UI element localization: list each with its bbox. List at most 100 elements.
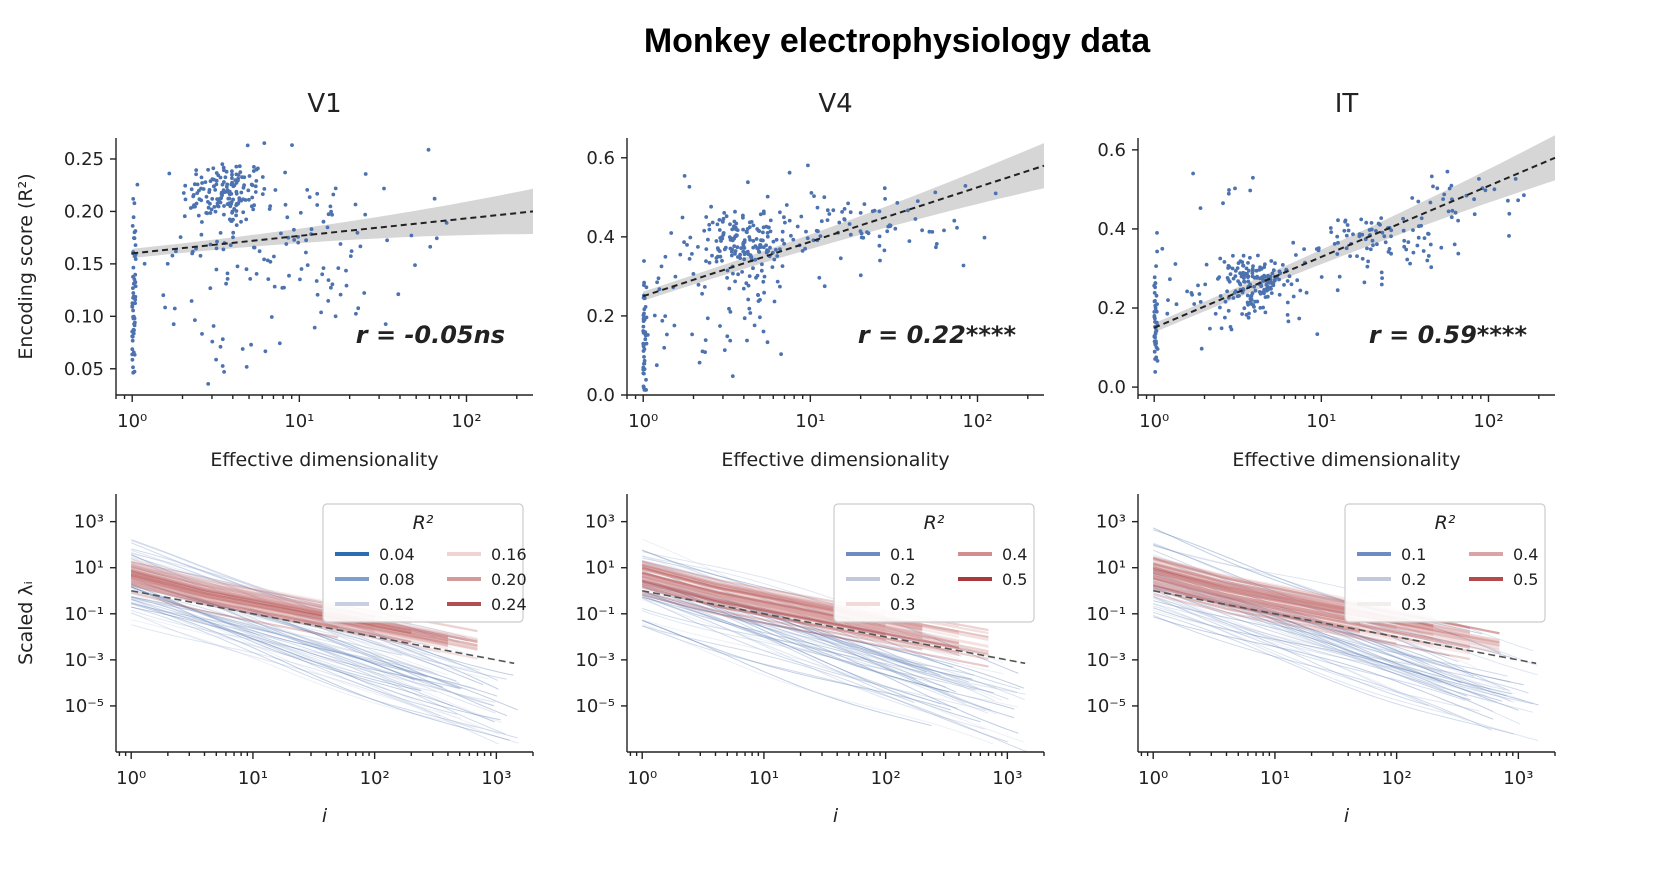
data-point bbox=[1389, 234, 1393, 239]
data-point bbox=[1435, 186, 1440, 191]
data-point bbox=[696, 245, 700, 249]
data-point bbox=[1248, 255, 1252, 260]
data-point bbox=[714, 256, 719, 260]
data-point bbox=[210, 339, 215, 344]
data-point bbox=[286, 235, 291, 240]
data-point bbox=[262, 187, 267, 191]
y-tick-label: 0.6 bbox=[1097, 140, 1126, 161]
power-law-reference-line bbox=[131, 589, 515, 665]
data-point bbox=[131, 365, 135, 370]
data-point bbox=[723, 245, 728, 250]
data-point bbox=[1203, 282, 1208, 287]
data-point bbox=[328, 204, 333, 209]
data-point bbox=[778, 284, 782, 289]
data-point bbox=[296, 240, 301, 245]
data-point bbox=[993, 191, 998, 196]
data-point bbox=[641, 367, 646, 372]
data-point bbox=[444, 221, 449, 225]
data-point bbox=[952, 218, 957, 223]
data-point bbox=[641, 384, 646, 389]
data-point bbox=[1383, 240, 1388, 245]
data-point bbox=[878, 258, 882, 263]
data-point bbox=[269, 315, 274, 319]
data-point bbox=[254, 179, 259, 183]
data-point bbox=[304, 250, 308, 255]
data-point bbox=[654, 363, 659, 368]
data-point bbox=[193, 318, 197, 322]
spectrum-line bbox=[1153, 603, 1539, 741]
spectrum-line bbox=[131, 602, 454, 707]
data-point bbox=[717, 218, 722, 222]
spectrum-line bbox=[131, 609, 496, 714]
data-point bbox=[1152, 315, 1157, 319]
data-point bbox=[1285, 313, 1290, 317]
data-point bbox=[1251, 175, 1255, 180]
data-point bbox=[751, 239, 756, 243]
spectra bbox=[641, 538, 1030, 752]
data-point bbox=[362, 291, 367, 295]
data-point bbox=[732, 236, 736, 241]
spectrum-line bbox=[641, 566, 850, 615]
data-point bbox=[643, 332, 648, 336]
data-point bbox=[263, 349, 268, 354]
data-point bbox=[1291, 294, 1296, 299]
data-point bbox=[1302, 247, 1306, 252]
data-point bbox=[1402, 244, 1407, 249]
data-point bbox=[285, 215, 290, 220]
data-point bbox=[227, 196, 232, 201]
data-point bbox=[1278, 271, 1283, 276]
data-point bbox=[131, 215, 136, 220]
data-point bbox=[746, 283, 751, 288]
data-point bbox=[762, 211, 766, 216]
spectrum-line bbox=[641, 574, 850, 622]
data-point bbox=[787, 218, 792, 223]
data-point bbox=[272, 254, 276, 259]
spectrum-line bbox=[1153, 556, 1477, 669]
data-point bbox=[220, 337, 225, 342]
spectrum-line bbox=[1153, 575, 1512, 695]
spectrum-line bbox=[130, 568, 339, 616]
data-point bbox=[131, 286, 135, 290]
data-point bbox=[760, 262, 764, 267]
data-point bbox=[314, 279, 319, 283]
legend-title: R² bbox=[924, 512, 945, 534]
data-point bbox=[1231, 253, 1235, 258]
data-point bbox=[249, 342, 254, 347]
spectrum-line bbox=[642, 619, 1024, 743]
spectrum-line bbox=[131, 602, 495, 707]
data-point bbox=[1456, 218, 1460, 223]
spectrum-line bbox=[131, 603, 510, 741]
data-point bbox=[641, 329, 646, 333]
fit-line bbox=[132, 210, 534, 255]
data-point bbox=[805, 236, 810, 241]
data-point bbox=[239, 198, 244, 203]
data-point bbox=[704, 247, 709, 252]
data-point bbox=[690, 332, 694, 337]
data-point bbox=[825, 208, 830, 213]
spectrum-line bbox=[1152, 573, 1500, 650]
data-point bbox=[688, 235, 693, 240]
spectrum-line bbox=[1152, 574, 1434, 636]
data-point bbox=[1346, 228, 1351, 233]
data-point bbox=[250, 195, 255, 200]
spectrum-panel-2: 10³ 10¹ 10⁻¹ 10⁻³ 10⁻⁵ 10⁰ 10¹ 10² 10³ i R² 0.1 0.2 0… bbox=[575, 494, 1045, 827]
data-point bbox=[1426, 231, 1430, 236]
data-point bbox=[266, 277, 271, 281]
data-point bbox=[1328, 226, 1333, 230]
data-point bbox=[760, 238, 764, 243]
spectrum-line bbox=[1152, 582, 1500, 654]
data-point bbox=[1406, 240, 1411, 245]
data-point bbox=[305, 263, 310, 267]
data-point bbox=[831, 208, 836, 213]
spectrum-line bbox=[1153, 578, 1425, 664]
data-point bbox=[1376, 221, 1381, 226]
data-point bbox=[1256, 253, 1260, 258]
data-point bbox=[840, 210, 844, 214]
spectrum-line bbox=[1152, 570, 1500, 642]
data-point bbox=[678, 252, 683, 257]
data-point bbox=[961, 263, 966, 268]
spectrum-line bbox=[131, 573, 428, 678]
data-point bbox=[191, 194, 196, 199]
data-point bbox=[1236, 279, 1240, 283]
data-point bbox=[1152, 349, 1157, 354]
